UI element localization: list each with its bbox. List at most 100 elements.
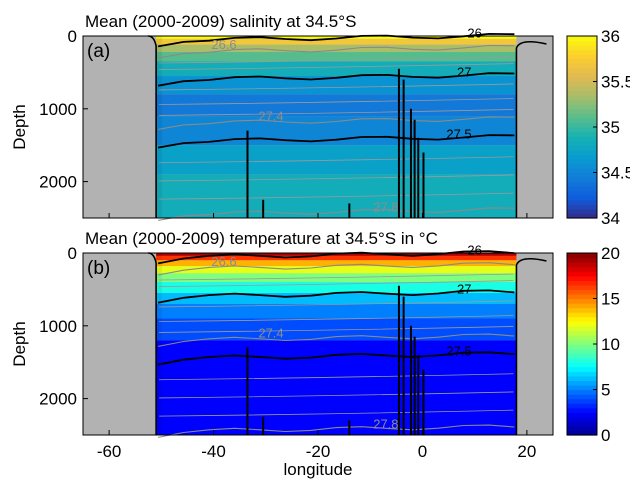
density-contour (157, 134, 515, 149)
colorbar-segment (567, 384, 597, 391)
value-band (156, 94, 517, 117)
colorbar-segment (567, 266, 597, 272)
colorbar-segment (567, 149, 597, 155)
density-contour (159, 63, 514, 70)
density-contour (159, 409, 514, 417)
colorbar-segment (567, 154, 597, 160)
colorbar-tick-label: 34 (601, 209, 620, 228)
colorbar-segment (567, 45, 597, 51)
colorbar-segment (567, 334, 597, 341)
colorbar-segment (567, 108, 597, 114)
value-band (156, 76, 517, 95)
colorbar-segment (567, 298, 597, 304)
panel-a: 26 26.6 27 27.4 27.5 27.8 0 1000 2000 Depth Mean (… (10, 12, 630, 228)
colorbar-segment (567, 348, 597, 354)
colorbar-segment (567, 40, 597, 46)
colorbar-tick-label: 15 (601, 290, 620, 309)
density-contour (159, 315, 514, 322)
colorbar-segment (567, 95, 597, 101)
colorbar-segment (567, 81, 597, 87)
density-contour (157, 32, 515, 48)
colorbar-segment (567, 131, 597, 137)
colorbar-tick-label: 0 (601, 426, 610, 445)
colorbar-segment (567, 177, 597, 183)
density-contour (159, 56, 514, 64)
colorbar-segment (567, 76, 597, 83)
contour-label: 26 (467, 25, 481, 40)
density-contour (159, 83, 514, 91)
colorbar-segment (567, 190, 597, 196)
colorbar-segment (567, 357, 597, 363)
colorbar-segment (567, 344, 597, 350)
colorbar-segment (567, 389, 597, 395)
colorbar-segment (567, 330, 597, 336)
x-tick-label: -60 (97, 442, 122, 461)
value-band (156, 266, 517, 274)
colorbar-segment (567, 199, 597, 205)
colorbar-segment (567, 407, 597, 413)
density-contour (158, 424, 515, 438)
y-tick-label: 1000 (39, 100, 77, 119)
colorbar-segment (567, 181, 597, 187)
colorbar-segment (567, 425, 597, 432)
density-contour (159, 300, 514, 308)
colorbar-segment (567, 145, 597, 151)
density-contour (157, 72, 515, 87)
colorbar-segment (567, 72, 597, 78)
colorbar-segment (567, 416, 597, 422)
colorbar-segment (567, 339, 597, 345)
colorbar-segment (567, 208, 597, 215)
density-contour (157, 351, 515, 366)
value-band (156, 44, 517, 53)
value-band (156, 282, 517, 294)
contour-label: 26.6 (211, 37, 236, 52)
colorbar-segment (567, 430, 597, 436)
value-band (156, 255, 517, 261)
density-contour (159, 280, 514, 287)
colorbar-segment (567, 158, 597, 164)
coast-line (515, 40, 547, 218)
colorbar-segment (567, 325, 597, 331)
colorbar-tick-label: 36 (601, 27, 620, 46)
colorbar-segment (567, 303, 597, 309)
colorbar: 34 34.5 35 35.5 36 (566, 27, 630, 228)
density-contour (159, 373, 514, 381)
colorbar-segment (567, 293, 597, 300)
density-contour (159, 192, 514, 200)
density-contour (159, 109, 514, 116)
panel-b: 26 26.6 27 27.4 27.5 27.8 0 1000 2000 Depth Mean (… (10, 229, 620, 445)
density-contour (158, 116, 515, 130)
colorbar-segment (567, 289, 597, 295)
colorbar-segment (567, 67, 597, 73)
value-band (156, 38, 517, 45)
colorbar-segment (567, 104, 597, 110)
y-tick-label: 2000 (39, 173, 77, 192)
colorbar-tick-label: 35 (601, 118, 620, 137)
colorbar-segment (567, 421, 597, 427)
contour-label: 27.4 (258, 325, 283, 340)
density-contour (158, 333, 515, 347)
colorbar-segment (567, 398, 597, 404)
value-band (156, 293, 517, 304)
colorbar-segment (567, 172, 597, 178)
boundary-shade (156, 253, 163, 435)
colorbar-segment (567, 136, 597, 142)
contour-label: 27.5 (446, 127, 471, 142)
contour-label: 27.8 (373, 416, 398, 431)
value-band (156, 52, 517, 62)
x-tick-label: 20 (517, 442, 536, 461)
colorbar-segment (567, 380, 597, 386)
y-tick-label: 2000 (39, 390, 77, 409)
value-band (156, 260, 517, 267)
contour-label: 27.4 (258, 108, 283, 123)
y-tick-label: 0 (68, 27, 77, 46)
value-band (156, 318, 517, 341)
x-tick-label: 0 (418, 442, 427, 461)
y-axis-label: Depth (10, 104, 29, 149)
colorbar-segment (567, 195, 597, 201)
colorbar-segment (567, 321, 597, 327)
colorbar-segment (567, 36, 597, 42)
colorbar-segment (567, 49, 597, 55)
contour-label: 26 (467, 242, 481, 257)
contour-label: 27 (457, 282, 471, 297)
